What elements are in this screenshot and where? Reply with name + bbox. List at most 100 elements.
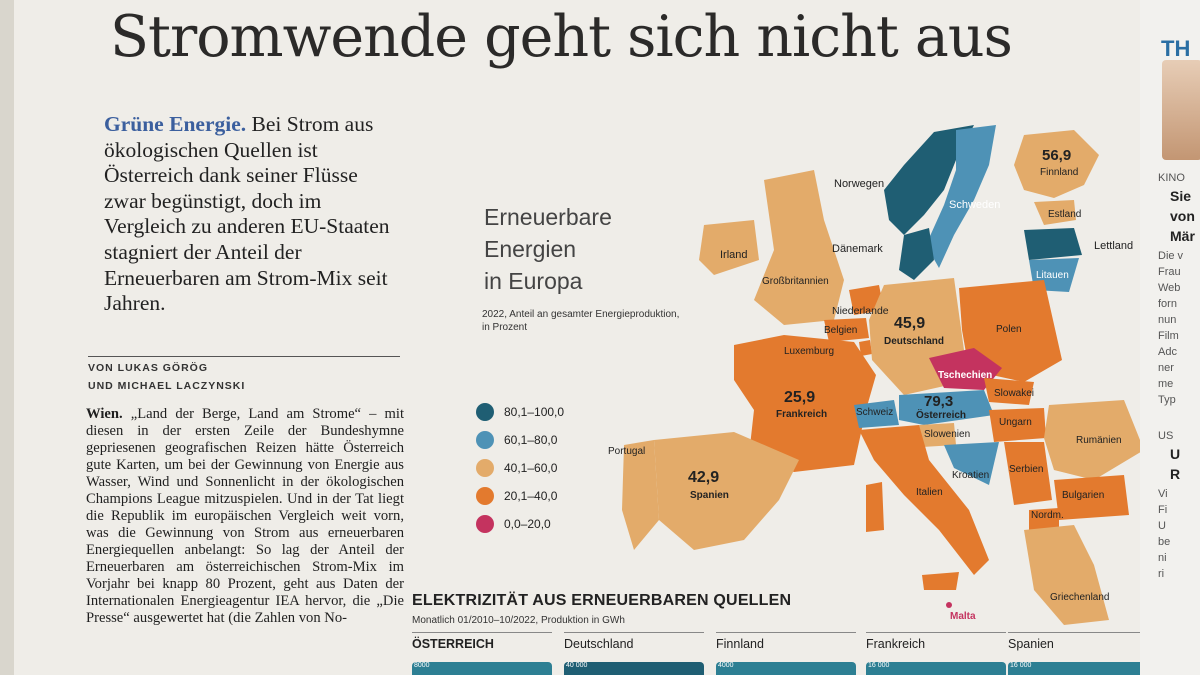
country-serbien	[1004, 442, 1052, 505]
adjacent-text-line: ri	[1158, 568, 1165, 580]
mini-chart-tick: 16 000	[868, 662, 890, 669]
mini-chart-deutschland: Deutschland 40 000	[564, 632, 704, 675]
country-slowenien	[919, 423, 956, 447]
mini-chart-label: Frankreich	[866, 632, 1006, 651]
mini-chart-tick: 16 000	[1010, 662, 1032, 669]
headline: Stromwende geht sich nicht aus	[110, 4, 1013, 70]
byline-line-1: VON LUKAS GÖRÖG	[88, 362, 209, 374]
body-text: „Land der Berge, Land am Strome“ – mit d…	[86, 406, 404, 626]
label-slowakei: Slowakei	[994, 388, 1034, 399]
label-spanien: Spanien	[690, 490, 729, 501]
map-subtitle: 2022, Anteil an gesamter Energieprodukti…	[482, 308, 702, 334]
country-nordm	[1029, 508, 1059, 532]
country-daenemark	[899, 228, 934, 280]
legend-item: 0,0–20,0	[476, 510, 564, 538]
mini-chart-finnland: Finnland 4000	[716, 632, 856, 675]
adjacent-photo	[1162, 60, 1200, 160]
label-litauen: Litauen	[1036, 270, 1069, 281]
adjacent-text-line: be	[1158, 536, 1171, 548]
country-norwegen	[884, 125, 974, 235]
dateline: Wien.	[86, 406, 123, 422]
country-italien	[859, 425, 989, 575]
label-schweiz: Schweiz	[856, 407, 893, 418]
electricity-title: ELEKTRIZITÄT AUS ERNEUERBAREN QUELLEN	[412, 592, 792, 609]
label-rumaenien: Rumänien	[1076, 435, 1122, 446]
electricity-subtitle: Monatlich 01/2010–10/2022, Produktion in…	[412, 615, 625, 626]
adjacent-text-line: nun	[1158, 314, 1177, 326]
intro-paragraph: Grüne Energie. Bei Strom aus ökologische…	[104, 112, 404, 317]
label-portugal: Portugal	[608, 446, 645, 457]
adjacent-column: TH KINO Sie von Mär Die v Frau Web forn …	[1140, 0, 1200, 675]
country-kroatien	[944, 442, 999, 485]
adjacent-text-line: Die v	[1158, 250, 1184, 262]
country-luxemburg	[859, 340, 872, 356]
label-grossbritannien: Großbritannien	[762, 276, 829, 287]
adjacent-headline-line: U	[1170, 446, 1181, 462]
article-body: Wien. „Land der Berge, Land am Strome“ –…	[86, 406, 404, 627]
label-griechenland: Griechenland	[1050, 592, 1109, 603]
map-title: Erneuerbare Energien in Europa	[484, 201, 612, 297]
country-bulgarien	[1054, 475, 1129, 520]
map-title-line-2: Energien	[484, 236, 577, 262]
adjacent-text-line: Fi	[1158, 504, 1168, 516]
map-title-line-1: Erneuerbare	[484, 204, 612, 230]
country-schweden	[926, 125, 996, 268]
mini-chart-label: ÖSTERREICH	[412, 632, 552, 651]
island-sardinien	[866, 482, 884, 532]
label-norwegen: Norwegen	[834, 178, 884, 190]
adjacent-header: TH	[1161, 36, 1191, 61]
legend-swatch	[476, 431, 494, 449]
legend-swatch	[476, 403, 494, 421]
map-title-line-3: in Europa	[484, 268, 583, 294]
label-serbien: Serbien	[1009, 464, 1043, 475]
adjacent-headline-line: R	[1170, 466, 1181, 482]
adjacent-text-line: Vi	[1158, 488, 1168, 500]
byline-line-2: UND MICHAEL LACZYNSKI	[88, 380, 246, 392]
label-malta: Malta	[950, 611, 976, 622]
country-malta	[946, 602, 952, 608]
adjacent-text-line: ni	[1158, 552, 1167, 564]
label-polen: Polen	[996, 324, 1022, 335]
value-finnland: 56,9	[1042, 147, 1071, 164]
adjacent-text-line: U	[1158, 520, 1166, 532]
country-lettland	[1024, 228, 1082, 260]
label-bulgarien: Bulgarien	[1062, 490, 1104, 501]
adjacent-headline-line: von	[1170, 208, 1195, 224]
adjacent-headline-line: Mär	[1170, 228, 1195, 244]
mini-chart-label: Finnland	[716, 632, 856, 651]
country-belgien	[824, 318, 869, 342]
country-oesterreich	[899, 390, 994, 425]
legend-label: 80,1–100,0	[504, 405, 565, 419]
label-tschechien: Tschechien	[938, 370, 992, 381]
value-spanien: 42,9	[688, 469, 719, 486]
label-daenemark: Dänemark	[832, 243, 883, 255]
country-ungarn	[989, 408, 1046, 442]
label-estland: Estland	[1048, 209, 1081, 220]
label-schweden: Schweden	[949, 199, 1000, 211]
country-frankreich	[734, 335, 876, 472]
adjacent-text-line: Web	[1158, 282, 1181, 294]
country-grossbritannien	[754, 170, 844, 325]
adjacent-text-line: Film	[1158, 330, 1179, 342]
legend-label: 40,1–60,0	[504, 461, 558, 475]
country-tschechien	[929, 348, 1002, 390]
mini-chart-spanien: Spanien 16 000	[1008, 632, 1148, 675]
europe-map: Norwegen Schweden 56,9 Finnland Estland …	[608, 125, 1144, 625]
label-deutschland: Deutschland	[884, 336, 944, 347]
byline-divider	[88, 356, 400, 357]
map-subtitle-line-2: in Prozent	[482, 322, 528, 333]
legend-label: 60,1–80,0	[504, 433, 558, 447]
label-luxemburg: Luxemburg	[784, 346, 834, 357]
adjacent-text-line: Frau	[1158, 266, 1181, 278]
country-schweiz	[854, 400, 899, 428]
intro-text: Bei Strom aus ökologischen Quellen ist Ö…	[104, 112, 390, 316]
mini-chart-area	[1008, 662, 1148, 675]
mini-chart-area	[866, 662, 1006, 675]
adjacent-text-line: Adc	[1158, 346, 1177, 358]
country-portugal	[622, 440, 659, 550]
country-estland	[1034, 200, 1076, 225]
intro-lead: Grüne Energie.	[104, 112, 247, 136]
country-griechenland	[1024, 525, 1109, 625]
country-irland	[699, 220, 759, 275]
country-finnland	[1014, 130, 1099, 198]
